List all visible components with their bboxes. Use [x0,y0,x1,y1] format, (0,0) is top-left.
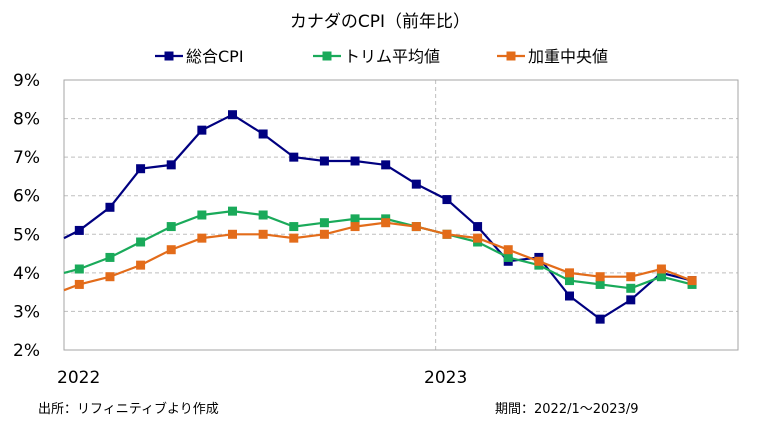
legend-label: トリム平均値 [344,47,440,66]
series-line [63,113,693,321]
data-point [105,252,115,262]
data-point [74,279,84,289]
data-point [166,222,176,232]
grid [64,79,738,350]
data-point [228,229,237,239]
series-line [63,221,693,292]
series-layer [63,110,697,324]
data-point [105,272,115,282]
data-point [166,160,176,170]
y-tick-label: 8% [13,110,40,130]
data-point [565,276,574,286]
data-point [136,237,146,247]
data-point [473,233,483,243]
data-point [595,279,605,289]
data-point [105,202,115,212]
data-point [565,291,574,301]
data-point [197,125,207,135]
period-note: 期間：2022/1～2023/9 [495,402,639,417]
data-point [74,264,84,274]
data-point [595,272,605,282]
legend-label: 総合CPI [186,47,244,66]
data-point [381,218,391,228]
legend-marker [322,51,332,61]
data-point [503,252,513,262]
data-point [350,222,360,232]
series-0 [63,110,697,324]
axes: 2% 3% 4% 5% 6% 7% 8% 9% 2022 2023 [13,71,739,388]
data-point [503,245,513,255]
series-line [63,209,693,290]
data-point [350,214,360,224]
legend-label: 加重中央値 [528,47,608,66]
legend-marker [506,51,516,61]
data-point [136,164,146,174]
data-point [411,179,421,189]
data-point [197,210,207,220]
data-point [565,268,574,278]
y-tick-label: 7% [13,148,40,168]
data-point [656,264,666,274]
y-tick-label: 9% [13,71,40,91]
x-year-label: 2022 [57,368,100,388]
y-tick-label: 6% [13,187,40,207]
legend-item-1: トリム平均値 [313,47,440,66]
data-point [197,233,207,243]
data-point [228,206,237,216]
y-tick-label: 5% [13,225,40,245]
legend-item-0: 総合CPI [155,47,244,66]
legend-item-2: 加重中央値 [497,47,608,66]
data-point [258,129,268,139]
data-point [626,283,636,293]
legend: 総合CPI トリム平均値 加重中央値 [155,47,608,66]
data-point [442,195,452,205]
source-note: 出所：リフィニティブより作成 [38,402,219,417]
y-tick-label: 3% [13,302,40,322]
data-point [228,110,237,120]
data-point [534,256,544,266]
data-point [289,233,299,243]
data-point [442,229,452,239]
data-point [626,272,636,282]
data-point [595,314,605,324]
y-tick-label: 2% [13,341,40,361]
x-year-label: 2023 [424,368,467,388]
data-point [136,260,146,270]
data-point [289,222,299,232]
data-point [350,156,360,166]
data-point [626,295,636,305]
data-point [258,210,268,220]
data-point [656,272,666,282]
data-point [473,222,483,232]
data-point [74,225,84,235]
data-point [381,160,391,170]
series-2 [63,218,697,292]
data-point [166,245,176,255]
plot-border [63,79,739,351]
data-point [687,276,697,286]
data-point [319,229,329,239]
data-point [289,152,299,162]
data-point [258,229,268,239]
data-point [319,156,329,166]
y-tick-label: 4% [13,264,40,284]
data-point [319,218,329,228]
chart-title: カナダのCPI（前年比） [290,12,470,32]
data-point [411,222,421,232]
legend-marker [164,51,174,61]
